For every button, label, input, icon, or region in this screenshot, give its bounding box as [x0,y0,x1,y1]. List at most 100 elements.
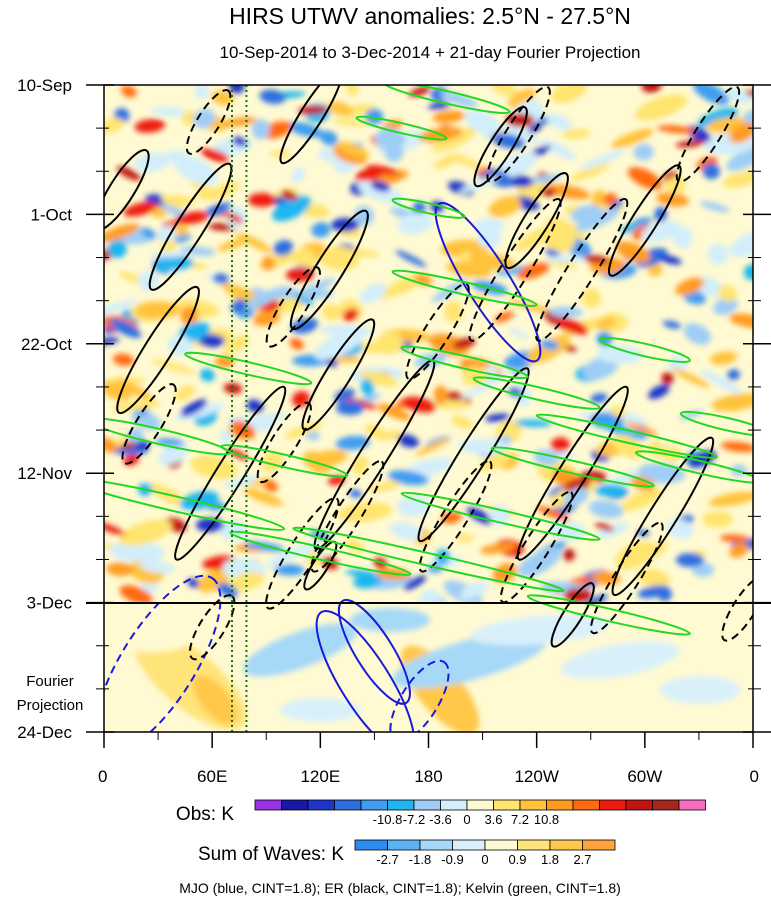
waves-legend-level-4: 0.9 [508,852,526,867]
obs-legend-swatch-4 [360,799,388,811]
er-contour-13 [473,105,528,188]
kelvin-contour-7 [490,446,655,488]
waves-legend-swatch-0 [354,839,388,851]
er-contour-2 [279,85,344,165]
y-axis: 10-Sep 1-Oct 22-Oct 12-Nov 3-Dec 24-Dec [17,76,771,742]
kelvin-contour-18 [679,410,753,437]
er-contour-20 [468,197,562,342]
kelvin-contour-15 [391,197,466,219]
er-contour-30 [265,266,321,348]
er-contour-19 [405,282,470,380]
wave-contours [104,85,753,732]
er-contour-12 [611,436,715,597]
kelvin-contour-12 [391,269,538,308]
er-contour-16 [121,383,177,465]
obs-legend-swatch-0 [254,799,282,811]
waves-legend-swatch-4 [484,839,518,851]
y-tick-label-3: 12-Nov [17,464,72,483]
obs-legend-swatch-7 [440,799,468,811]
er-contour-28 [589,521,664,635]
er-contour-11 [516,385,629,561]
projection-label-line2: Projection [17,697,84,714]
waves-legend-swatch-5 [517,839,551,851]
mjo-contour-0 [337,599,411,705]
mjo-contour-3 [104,574,222,732]
er-contour-24 [185,89,232,155]
obs-legend-level-1: -7.2 [403,812,425,827]
er-contour-6 [116,285,200,415]
kelvin-contour-14 [355,115,448,141]
obs-legend-swatch-6 [413,799,441,811]
kelvin-contour-0 [104,417,232,456]
x-tick-label-0: 0 [98,767,107,786]
chart-subtitle: 10-Sep-2014 to 3-Dec-2014 + 21-day Fouri… [220,43,641,62]
y-tick-label-4: 3-Dec [27,594,73,613]
er-contour-0 [104,149,150,231]
obs-legend-swatch-16 [678,799,706,811]
obs-legend-swatch-13 [599,799,627,811]
er-contour-25 [310,460,385,573]
obs-legend-level-3: 0 [463,812,470,827]
obs-legend-swatch-1 [281,799,309,811]
x-tick-label-6: 0 [750,767,759,786]
waves-legend-level-3: 0 [481,852,488,867]
obs-legend-swatch-5 [387,799,415,811]
er-contour-9 [174,385,287,561]
obs-legend-swatch-3 [334,799,362,811]
chart-title: HIRS UTWV anomalies: 2.5°N - 27.5°N [229,3,631,29]
y-tick-label-2: 22-Oct [21,335,72,354]
obs-legend-level-6: 10.8 [534,812,559,827]
er-contour-18 [265,496,340,610]
obs-legend-swatch-10 [519,799,547,811]
x-tick-label-5: 60W [627,767,662,786]
er-contour-22 [675,85,741,183]
waves-legend-level-6: 2.7 [573,852,591,867]
kelvin-contour-4 [229,530,412,576]
footnote: MJO (blue, CINT=1.8); ER (black, CINT=1.… [179,880,621,896]
waves-legend-level-2: -0.9 [441,852,463,867]
y-tick-label-1: 1-Oct [30,205,72,224]
projection-anomaly-field [104,603,753,732]
kelvin-contour-16 [526,594,691,636]
waves-legend-swatch-2 [419,839,453,851]
obs-legend-level-4: 3.6 [484,812,502,827]
waves-legend-swatch-3 [452,839,486,851]
obs-legend-swatch-8 [466,799,494,811]
y-tick-label-0: 10-Sep [17,76,72,95]
mjo-contour-4 [389,659,450,732]
waves-legend-swatch-6 [549,839,583,851]
x-tick-label-3: 180 [414,767,442,786]
kelvin-contour-5 [292,526,565,593]
obs-legend-level-2: -3.6 [429,812,451,827]
obs-legend-swatch-14 [625,799,653,811]
kelvin-contour-17 [598,336,691,363]
er-contour-23 [486,85,551,183]
obs-legend-level-0: -10.8 [373,812,403,827]
x-axis: 0 60E 120E 180 120W 60W 0 [98,732,759,786]
x-tick-label-4: 120W [514,767,558,786]
contours-kelvin [104,85,753,636]
contours-er [104,85,753,661]
waves-legend-swatch-7 [582,839,616,851]
kelvin-contour-9 [634,450,753,484]
obs-legend-level-5: 7.2 [511,812,529,827]
waves-legend-level-0: -2.7 [376,852,398,867]
er-contour-4 [504,172,569,270]
obs-legend-label: Obs: K [176,804,234,825]
obs-legend-swatch-11 [546,799,574,811]
waves-legend-level-5: 1.8 [541,852,559,867]
y-tick-label-5: 24-Dec [17,723,72,742]
kelvin-contour-6 [400,491,601,541]
waves-legend: -2.7 -1.8 -0.9 0 0.9 1.8 2.7 [354,839,616,867]
kelvin-contour-2 [220,444,349,478]
kelvin-contour-8 [535,413,718,459]
er-contour-21 [535,197,629,342]
mjo-contour-1 [315,609,416,732]
obs-legend-swatch-2 [307,799,335,811]
obs-legend-swatch-12 [572,799,600,811]
x-tick-label-1: 60E [197,767,227,786]
kelvin-contour-10 [472,376,601,410]
kelvin-contour-1 [104,477,286,531]
waves-legend-label: Sum of Waves: K [198,844,344,865]
